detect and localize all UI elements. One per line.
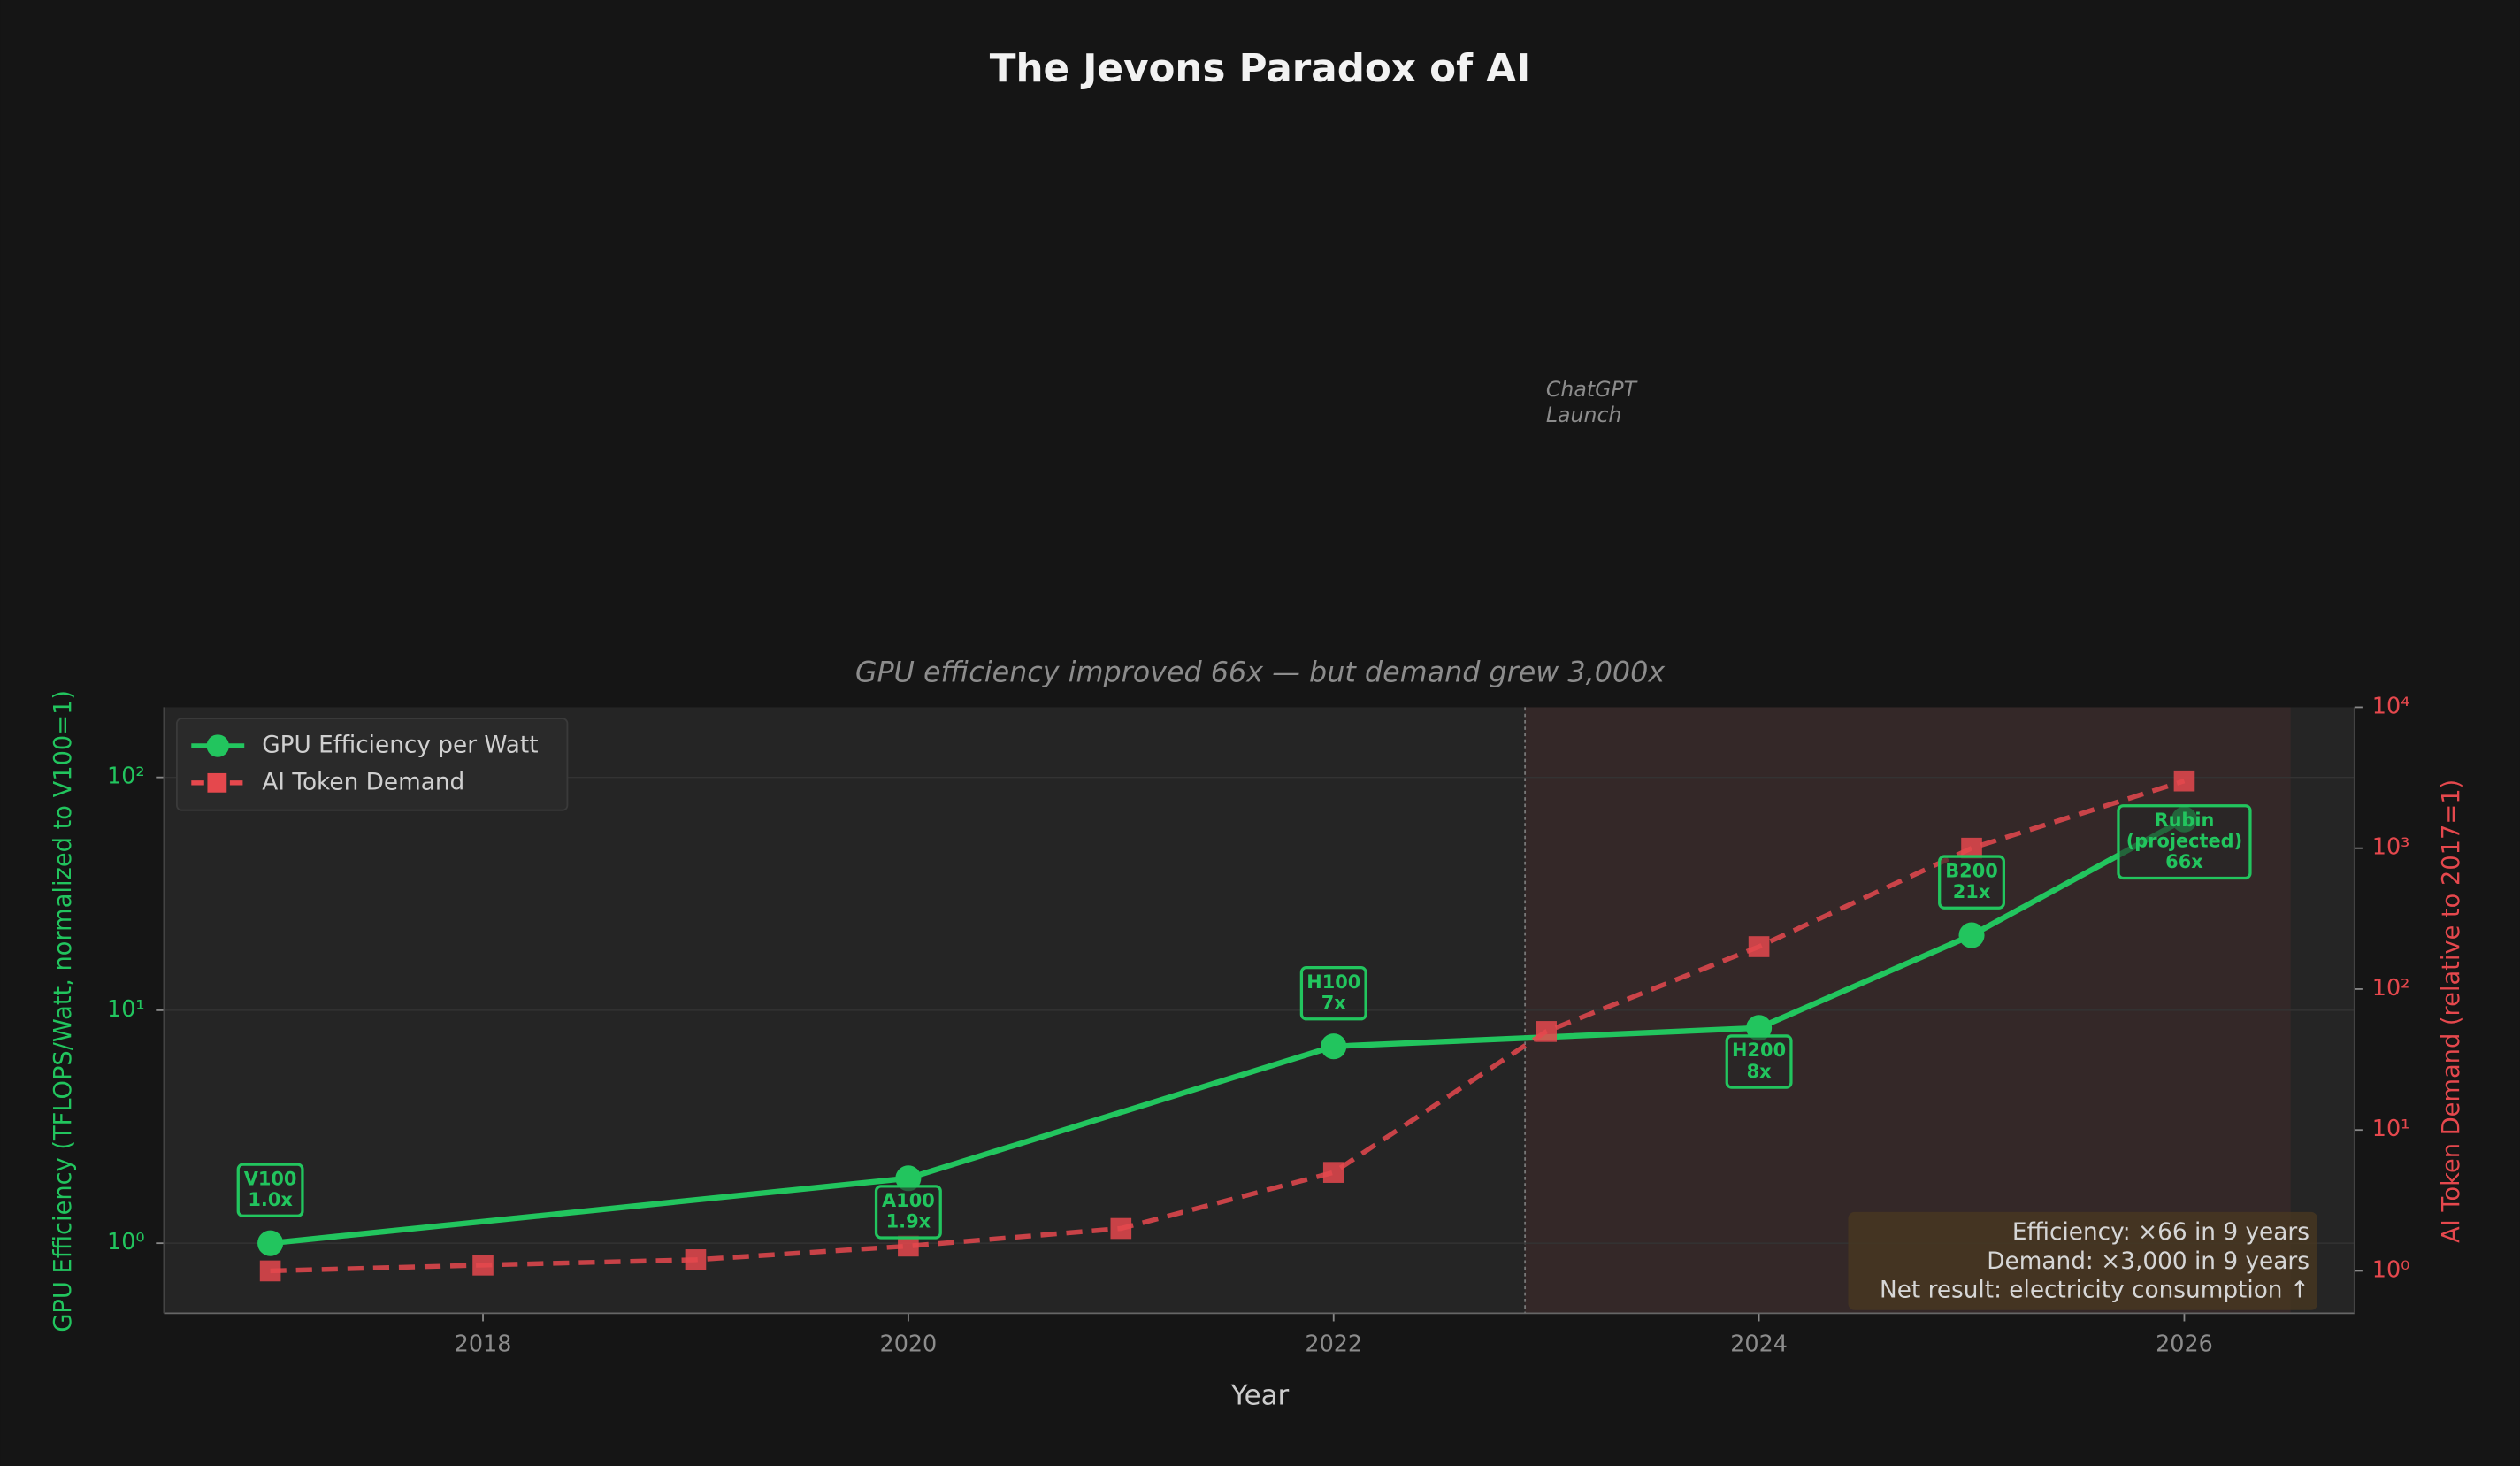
legend-box: [176, 718, 569, 811]
x-tick-label: 2020: [880, 1331, 938, 1357]
marker: [898, 1235, 919, 1257]
point-label-box: [1938, 855, 2006, 910]
y-axis-label: GPU Efficiency (TFLOPS/Watt, normalized …: [50, 690, 77, 1332]
y-tick-label: 10⁰: [107, 1228, 145, 1255]
marker: [1110, 1217, 1132, 1240]
point-label: Rubin: [2155, 810, 2215, 831]
marker: [259, 1260, 281, 1282]
legend-marker: [206, 734, 229, 757]
legend-label: AI Token Demand: [262, 769, 464, 795]
y-tick-label: 10¹: [107, 995, 145, 1022]
event-annotation: ChatGPT: [1546, 377, 1638, 402]
point-label: 66x: [2165, 851, 2203, 872]
marker: [1958, 922, 1985, 948]
y2-axis-label: AI Token Demand (relative to 2017=1): [2438, 779, 2465, 1243]
point-label: H200: [1732, 1040, 1786, 1061]
marker: [1322, 1162, 1344, 1183]
y2-tick-label: 10⁰: [2372, 1255, 2410, 1282]
summary-text: Demand: ×3,000 in 9 years: [1987, 1248, 2309, 1275]
marker: [1746, 1015, 1773, 1041]
y2-tick-label: 10⁴: [2372, 692, 2410, 718]
marker: [1961, 837, 1982, 859]
summary-text: Efficiency: ×66 in 9 years: [2012, 1219, 2309, 1246]
x-tick-label: 2026: [2156, 1331, 2213, 1357]
series-line: [270, 779, 2186, 1274]
summary-text: Net result: electricity consumption ↑: [1880, 1277, 2309, 1303]
y2-tick-label: 10²: [2372, 974, 2410, 1001]
point-label-box: [236, 1163, 304, 1217]
summary-box: [1848, 1211, 2318, 1310]
point-label: B200: [1945, 860, 1998, 881]
y2-tick-label: 10³: [2372, 833, 2410, 860]
point-label-box: [2117, 804, 2252, 880]
x-axis-label: Year: [1230, 1379, 1290, 1411]
point-label: A100: [882, 1190, 935, 1211]
marker: [685, 1249, 707, 1270]
marker: [1536, 1021, 1557, 1042]
point-label-box: [874, 1185, 942, 1240]
point-label: V100: [244, 1168, 297, 1189]
legend-marker: [207, 772, 227, 793]
marker: [895, 1165, 922, 1192]
marker: [2173, 770, 2195, 792]
y-tick-label: 10²: [107, 763, 145, 789]
point-label: 7x: [1321, 993, 1347, 1014]
point-label: H100: [1306, 971, 1360, 993]
point-label: 8x: [1747, 1061, 1773, 1082]
point-label: (projected): [2126, 831, 2242, 852]
marker: [472, 1255, 494, 1276]
marker: [1748, 936, 1770, 957]
marker: [1321, 1033, 1347, 1060]
x-tick-label: 2022: [1305, 1331, 1362, 1357]
point-label: 1.9x: [886, 1211, 931, 1232]
chart-title: The Jevons Paradox of AI: [990, 47, 1530, 91]
point-label-box: [1299, 966, 1367, 1021]
point-label: 21x: [1953, 881, 1991, 902]
legend-label: GPU Efficiency per Watt: [262, 733, 538, 759]
y2-tick-label: 10¹: [2372, 1115, 2410, 1141]
point-label-box: [1725, 1034, 1793, 1089]
point-label: 1.0x: [248, 1189, 293, 1210]
x-tick-label: 2024: [1730, 1331, 1788, 1357]
chart-subtitle: GPU efficiency improved 66x — but demand…: [855, 656, 1666, 688]
marker: [257, 1230, 284, 1256]
x-tick-label: 2018: [455, 1331, 512, 1357]
event-annotation: Launch: [1546, 403, 1621, 427]
